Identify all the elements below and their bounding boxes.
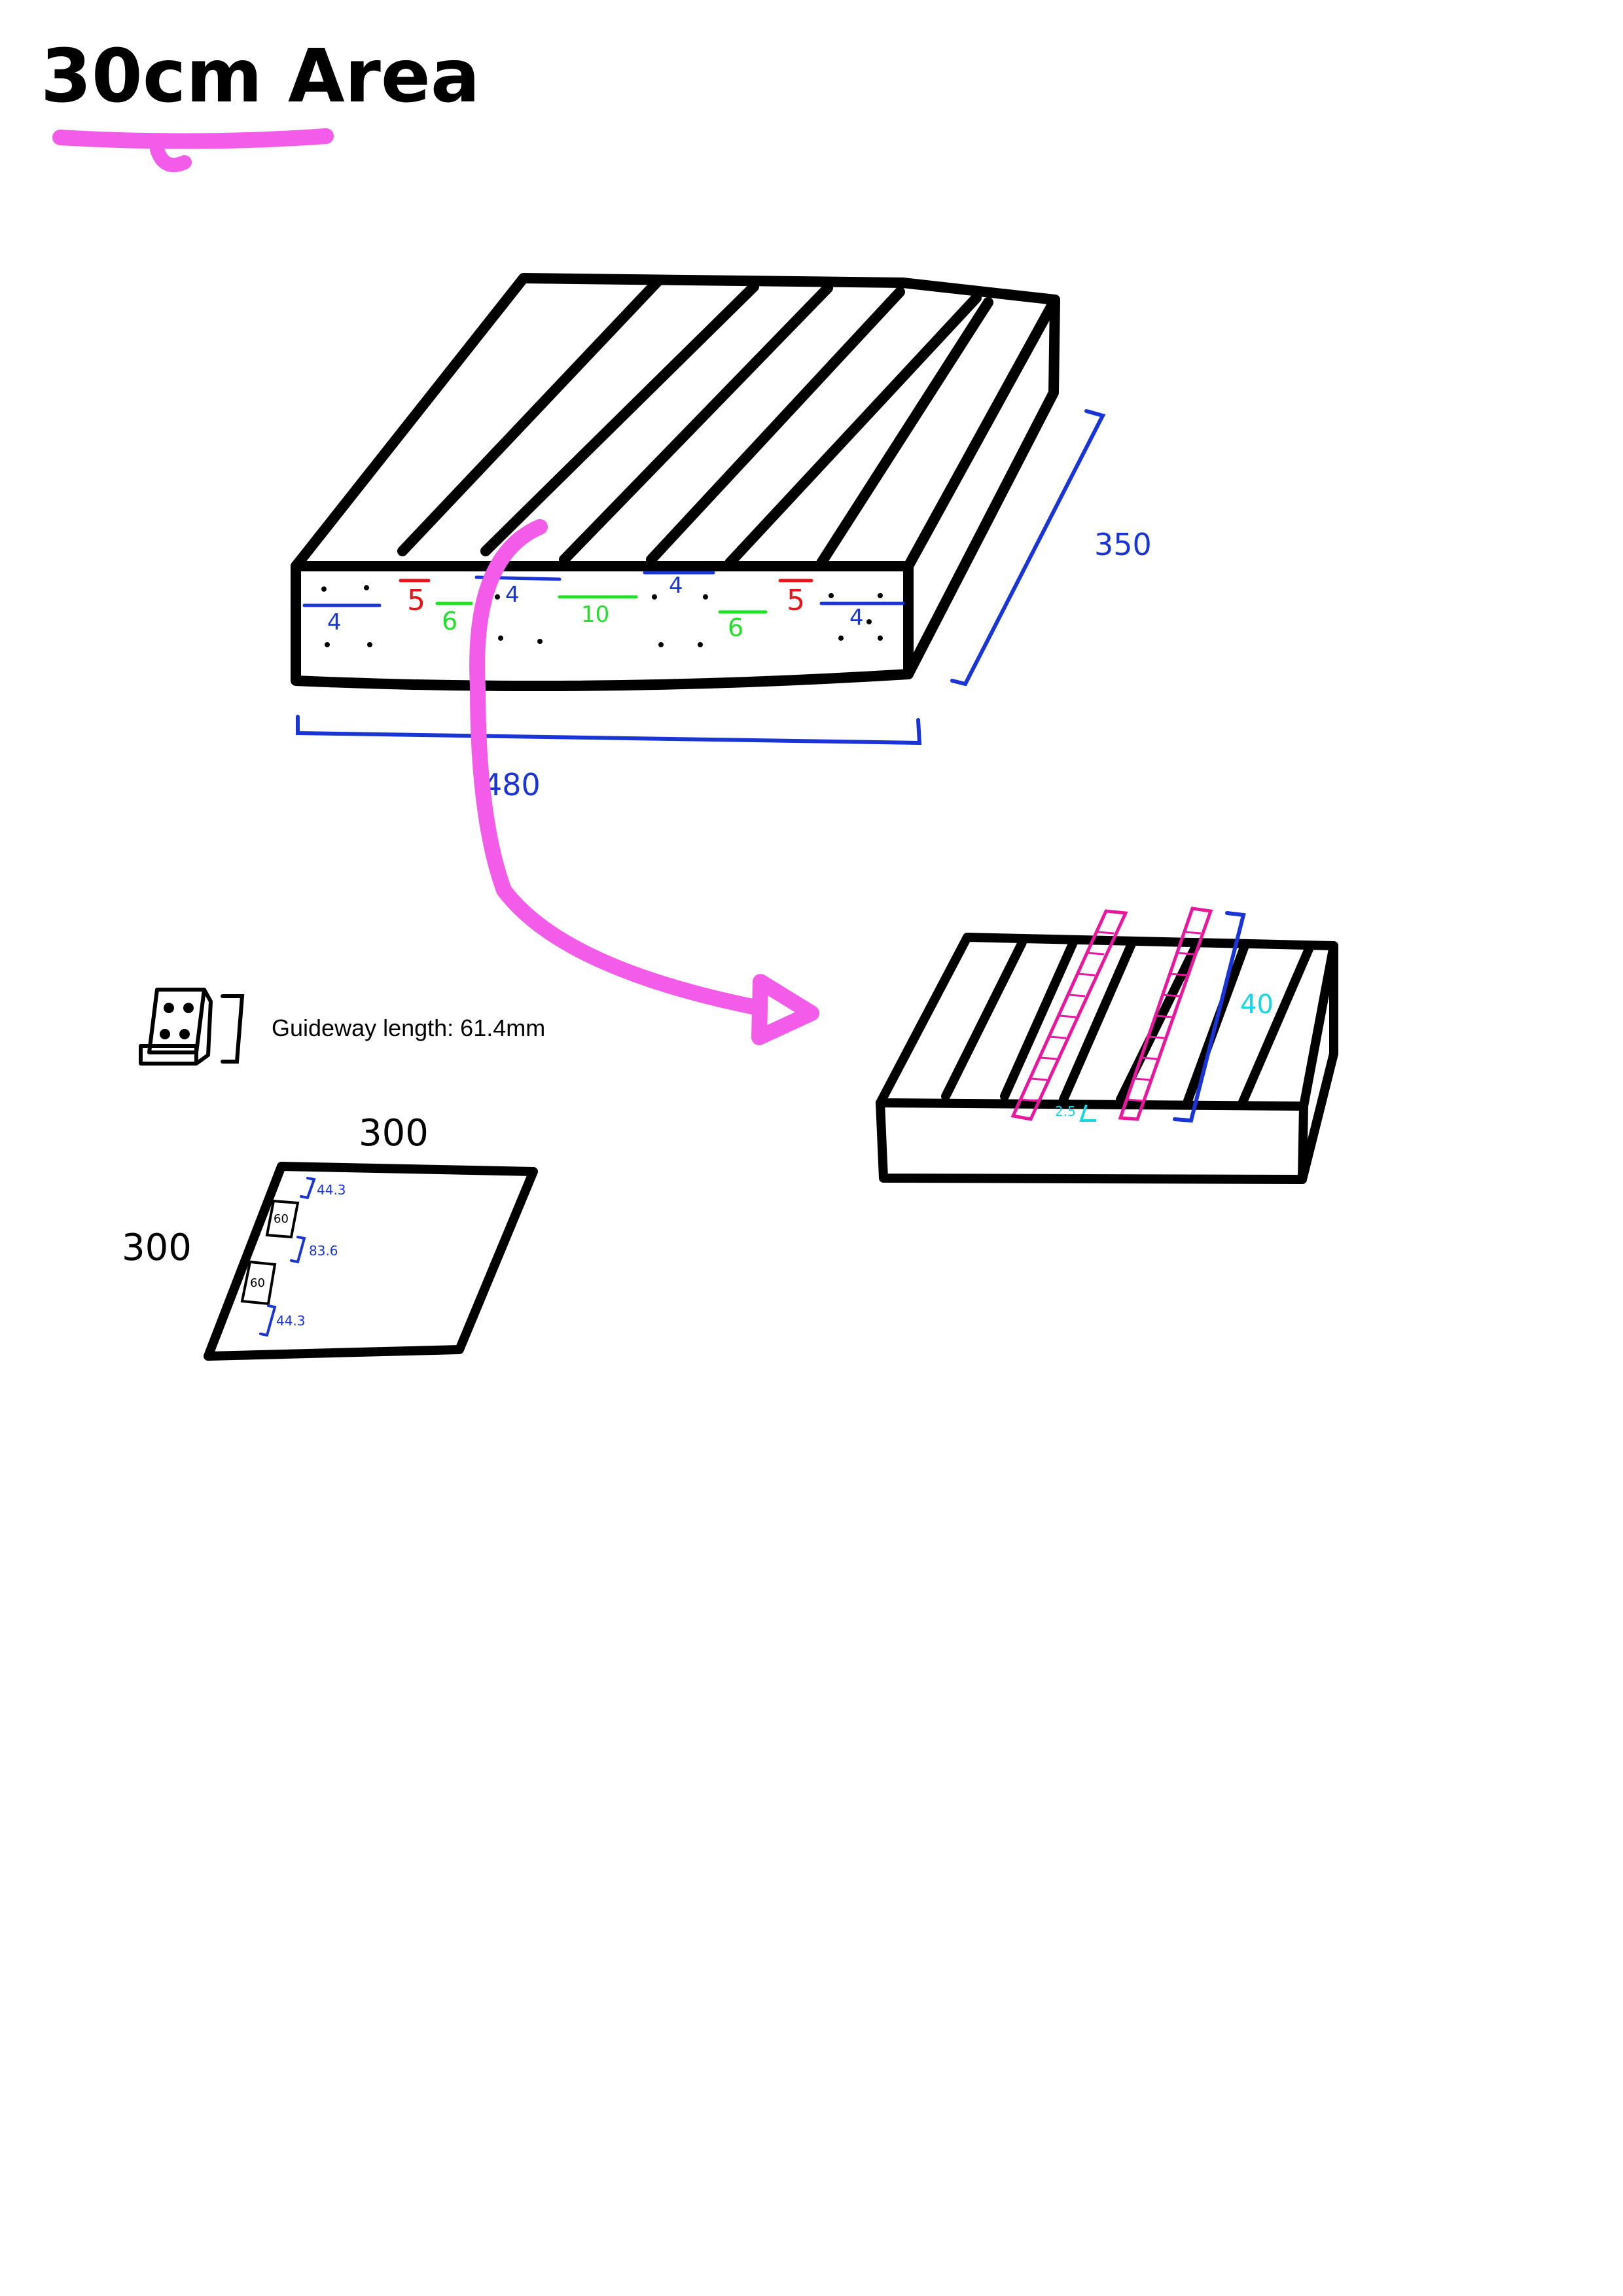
plate-slot-b xyxy=(240,1260,277,1306)
title-group: 30cm Area xyxy=(41,34,480,172)
plate-spacing-brackets xyxy=(259,1177,316,1337)
plate-spacing-top: 44.3 xyxy=(317,1182,346,1198)
guide-rail-right xyxy=(1118,906,1213,1121)
depth-bracket xyxy=(950,409,1106,687)
plate-spacing-middle: 83.6 xyxy=(309,1243,338,1259)
layer-label: 4 xyxy=(505,582,520,608)
guideway-caption: Guideway length: 61.4mm xyxy=(272,1014,545,1041)
arrow-shaft xyxy=(469,519,767,1016)
width-bracket xyxy=(296,715,922,745)
layer-label: 4 xyxy=(669,573,683,599)
guide-rail-left xyxy=(1010,909,1128,1121)
large-block-top-stripes xyxy=(397,276,993,568)
transition-arrow xyxy=(469,519,819,1045)
layer-label: 5 xyxy=(787,584,805,617)
height-label: 40 xyxy=(1240,990,1274,1020)
plate-slot-a xyxy=(265,1199,300,1239)
arrow-head xyxy=(751,974,819,1045)
large-block-layer-labels: 4 5 6 4 10 4 6 5 4 xyxy=(327,573,864,642)
plate-top-label: 300 xyxy=(359,1112,429,1155)
layer-label: 5 xyxy=(407,584,425,617)
layer-label: 10 xyxy=(581,601,609,628)
carriage-icon xyxy=(139,988,213,1066)
layer-label: 6 xyxy=(442,607,457,636)
title-underline xyxy=(52,128,334,149)
plate-slot-label-a: 60 xyxy=(274,1212,289,1226)
carriage-body xyxy=(147,988,206,1054)
gap-bracket xyxy=(1079,1104,1096,1122)
height-bracket xyxy=(1173,911,1246,1123)
small-block-top-stripes xyxy=(941,938,1313,1108)
small-block-side-face xyxy=(1298,941,1338,1184)
large-block-dimensions xyxy=(296,409,1106,745)
small-block-sketch xyxy=(876,933,1338,1184)
large-block-side-face xyxy=(903,295,1060,679)
small-block-top-face xyxy=(876,933,1338,1111)
small-block-front-face xyxy=(876,1098,1308,1184)
plate-slots xyxy=(240,1199,300,1306)
page-title: 30cm Area xyxy=(41,34,480,119)
layer-label: 4 xyxy=(849,605,864,631)
gap-label: 2.5 xyxy=(1055,1103,1076,1119)
large-block-layer-lines xyxy=(302,571,905,614)
carriage-side xyxy=(195,988,213,1066)
guide-rails xyxy=(1010,906,1213,1121)
large-block-texture-dots xyxy=(321,585,883,647)
layer-label: 4 xyxy=(327,609,342,636)
guideway-bracket xyxy=(221,994,245,1064)
plate-side-label: 300 xyxy=(122,1227,192,1269)
title-underline-tail xyxy=(150,142,192,172)
large-block-sketch xyxy=(291,273,1060,691)
width-label: 480 xyxy=(483,767,541,802)
plate-slot-label-b: 60 xyxy=(250,1276,265,1290)
depth-label: 350 xyxy=(1094,527,1152,562)
layer-label: 6 xyxy=(728,613,743,642)
plate-spacing-bottom: 44.3 xyxy=(276,1313,306,1329)
large-block-front-face xyxy=(291,561,914,691)
large-block-top-face xyxy=(291,273,1060,571)
plate-outline xyxy=(204,1162,538,1361)
